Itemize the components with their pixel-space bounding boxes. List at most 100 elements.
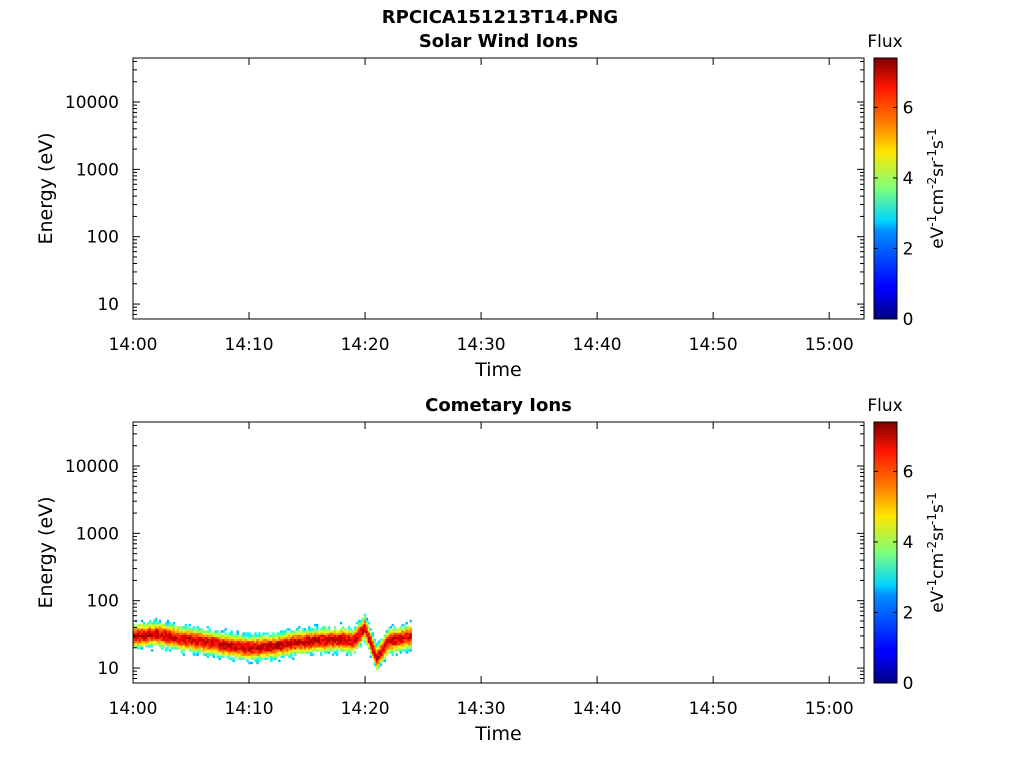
heatmap-cell	[383, 638, 387, 642]
heatmap-cell	[276, 638, 279, 642]
heatmap-cell	[206, 638, 209, 642]
heatmap-cell	[339, 642, 343, 646]
heatmap-cell	[316, 647, 319, 650]
heatmap-cell	[399, 649, 402, 652]
heatmap-cell	[401, 628, 404, 631]
heatmap-cell	[312, 644, 315, 648]
heatmap-cell	[300, 649, 303, 652]
heatmap-cell	[272, 640, 275, 644]
heatmap-cell	[262, 644, 265, 648]
heatmap-cell	[156, 636, 160, 640]
heatmap-cell	[391, 636, 394, 640]
heatmap-cell	[355, 632, 359, 635]
heatmap-cell	[391, 634, 394, 637]
heatmap-cell	[172, 638, 176, 642]
heatmap-cell	[310, 636, 313, 640]
colorbar-unit-label: eV-1cm-2sr-1s-1	[925, 492, 948, 613]
heatmap-cell	[331, 644, 335, 648]
heatmap-cell	[230, 653, 233, 656]
heatmap-cell	[258, 638, 261, 642]
heatmap-cell	[262, 655, 265, 658]
heatmap-cell	[302, 651, 305, 654]
heatmap-cell	[170, 628, 174, 631]
heatmap-cell	[198, 632, 202, 635]
heatmap-cell	[246, 653, 249, 656]
heatmap-cell	[174, 642, 178, 646]
heatmap-cell	[246, 651, 249, 654]
heatmap-cell	[224, 640, 227, 644]
heatmap-cell	[230, 649, 233, 652]
heatmap-cell	[186, 647, 190, 650]
heatmap-cell	[236, 640, 239, 644]
heatmap-cell	[140, 619, 144, 623]
heatmap-cell	[260, 651, 263, 654]
heatmap-cell	[379, 647, 383, 650]
heatmap-cell	[316, 632, 319, 635]
heatmap-cell	[216, 632, 219, 635]
heatmap-cell	[214, 644, 217, 648]
heatmap-cell	[196, 638, 200, 642]
heatmap-cell	[397, 634, 400, 637]
heatmap-cell	[335, 649, 339, 652]
heatmap-cell	[389, 642, 392, 646]
heatmap-cell	[174, 628, 178, 631]
heatmap-cell	[405, 647, 408, 650]
heatmap-cell	[184, 644, 188, 648]
heatmap-cell	[154, 632, 158, 635]
y-axis-label: Energy (eV)	[35, 496, 57, 608]
heatmap-cell	[242, 655, 245, 658]
plot-frame	[132, 421, 865, 684]
heatmap-cell	[351, 634, 355, 637]
heatmap-cell	[188, 644, 192, 648]
heatmap-cell	[238, 653, 241, 656]
heatmap-cell	[349, 632, 353, 635]
heatmap-cell	[164, 640, 168, 644]
heatmap-cell	[256, 655, 259, 658]
heatmap-cell	[375, 663, 379, 667]
heatmap-cell	[391, 651, 394, 654]
heatmap-cell	[258, 644, 261, 648]
heatmap-cell	[361, 624, 365, 627]
heatmap-cell	[148, 640, 152, 644]
heatmap-cell	[144, 632, 148, 635]
heatmap-cell	[248, 653, 251, 656]
heatmap-cell	[387, 642, 390, 646]
heatmap-cell	[204, 640, 207, 644]
heatmap-cell	[282, 649, 285, 652]
heatmap-cell	[228, 657, 231, 661]
heatmap-cell	[228, 653, 231, 656]
heatmap-cell	[250, 661, 253, 665]
heatmap-cell	[399, 626, 402, 629]
heatmap-cell	[308, 636, 311, 640]
heatmap-cell	[278, 632, 281, 635]
heatmap-cell	[266, 644, 269, 648]
heatmap-cell	[405, 651, 408, 654]
heatmap-cell	[152, 632, 156, 635]
heatmap-cell	[361, 630, 365, 633]
heatmap-cell	[248, 634, 251, 637]
heatmap-cell	[170, 636, 174, 640]
heatmap-cell	[244, 638, 247, 642]
heatmap-cell	[228, 640, 231, 644]
heatmap-cell	[152, 638, 156, 642]
heatmap-cell	[407, 640, 410, 644]
heatmap-cell	[206, 640, 209, 644]
heatmap-cell	[244, 647, 247, 650]
heatmap-cell	[268, 649, 271, 652]
heatmap-cell	[333, 651, 337, 654]
heatmap-cell	[379, 638, 383, 642]
heatmap-cell	[222, 634, 225, 637]
heatmap-cell	[236, 653, 239, 656]
heatmap-cell	[278, 647, 281, 650]
heatmap-cell	[158, 624, 162, 627]
heatmap-cell	[184, 624, 188, 627]
heatmap-cell	[136, 628, 140, 631]
heatmap-cell	[133, 638, 136, 642]
heatmap-cell	[192, 653, 196, 656]
heatmap-cell	[329, 649, 333, 652]
heatmap-cell	[347, 649, 351, 652]
heatmap-cell	[363, 634, 367, 637]
